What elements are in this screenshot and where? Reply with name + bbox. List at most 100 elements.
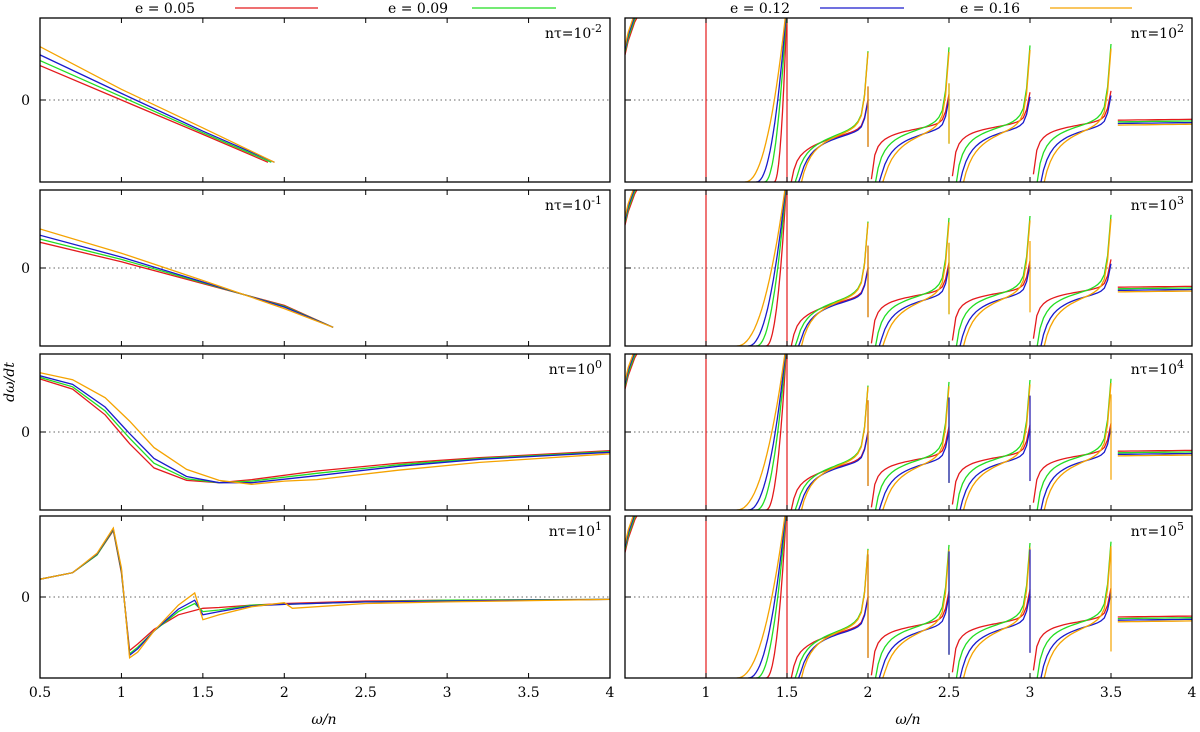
x-tick-label: 2 xyxy=(280,685,289,701)
annotation-exponent: 5 xyxy=(1177,520,1184,533)
series-line xyxy=(40,241,334,328)
series-line xyxy=(625,18,638,56)
series-line xyxy=(40,375,610,484)
series-line xyxy=(40,372,610,485)
panel: 0 nτ=10-2 xyxy=(21,17,611,183)
x-tick-label: 1 xyxy=(702,685,711,701)
series-line xyxy=(870,262,950,344)
series-line xyxy=(1117,288,1192,291)
annotation-base: nτ=10 xyxy=(549,524,595,540)
series-line xyxy=(878,595,950,678)
series-line xyxy=(870,94,950,180)
series-line xyxy=(765,354,787,510)
series-line xyxy=(40,54,275,163)
series-line xyxy=(748,354,787,510)
series-line xyxy=(1117,615,1192,618)
y-tick-label: 0 xyxy=(21,93,30,109)
panel-annotation: nτ=105 xyxy=(1131,520,1184,540)
series-line xyxy=(1117,452,1192,455)
series-line xyxy=(1036,378,1112,510)
series-line xyxy=(955,542,1031,678)
panel: nτ=102 xyxy=(624,17,1193,183)
series-line xyxy=(1117,451,1192,454)
series-line xyxy=(959,593,1031,678)
series-line xyxy=(744,18,786,182)
series-line xyxy=(878,266,950,346)
series-line xyxy=(736,516,786,678)
panel-curves xyxy=(625,516,1192,678)
series-line xyxy=(1032,90,1112,175)
series-line xyxy=(962,220,1031,346)
x-axis-label-right: ω/n xyxy=(895,712,920,728)
series-line xyxy=(1043,546,1112,678)
x-axis-label-left: ω/n xyxy=(311,712,336,728)
series-line xyxy=(625,354,634,382)
series-line xyxy=(40,526,610,659)
series-line xyxy=(625,18,634,47)
series-line xyxy=(962,547,1031,678)
series-line xyxy=(882,386,950,510)
series-line xyxy=(882,51,950,182)
series-line xyxy=(736,354,786,510)
series-line xyxy=(1117,618,1192,621)
series-line xyxy=(756,18,787,182)
series-line xyxy=(1036,43,1112,182)
series-line xyxy=(955,215,1031,346)
series-line xyxy=(1117,617,1192,620)
panel-annotation: nτ=104 xyxy=(1131,358,1184,378)
series-line xyxy=(748,516,787,678)
panel: 0nτ=100 xyxy=(21,353,611,511)
series-line xyxy=(40,228,334,328)
series-line xyxy=(878,98,950,182)
legend: e = 0.05 e = 0.09 e = 0.12 e = 0.16 xyxy=(135,1,1132,17)
series-line xyxy=(1032,423,1112,503)
series-line xyxy=(1117,454,1192,457)
series-line xyxy=(40,378,610,484)
series-line xyxy=(40,376,610,484)
series-line xyxy=(959,428,1031,510)
panel-curves xyxy=(40,228,334,328)
panel: 0 nτ=10-1 xyxy=(21,189,611,347)
series-line xyxy=(625,516,638,553)
series-line xyxy=(756,190,787,346)
annotation-base: nτ=10 xyxy=(545,198,591,214)
series-line xyxy=(40,234,334,328)
series-line xyxy=(756,516,787,678)
series-line xyxy=(874,544,950,678)
legend-label: e = 0.05 xyxy=(135,1,195,17)
panel: nτ=103 xyxy=(624,189,1193,347)
series-line xyxy=(40,60,272,163)
series-line xyxy=(764,18,787,182)
panel-annotation: nτ=10-2 xyxy=(545,22,602,42)
annotation-exponent: -2 xyxy=(591,22,602,35)
annotation-base: nτ=10 xyxy=(1131,362,1177,378)
series-line xyxy=(748,190,787,346)
series-line xyxy=(625,516,634,545)
series-line xyxy=(1040,263,1112,346)
legend-entry: e = 0.05 xyxy=(135,1,318,17)
panel-annotation: nτ=102 xyxy=(1131,22,1184,42)
series-line xyxy=(797,597,869,678)
series-line xyxy=(40,528,610,652)
series-line xyxy=(794,385,869,510)
series-line xyxy=(1117,290,1192,293)
series-line xyxy=(878,430,950,510)
y-tick-label: 0 xyxy=(21,261,30,277)
axes: dω/dt ω/n ω/n xyxy=(2,362,921,728)
x-tick-label: 4 xyxy=(606,685,615,701)
annotation-base: nτ=10 xyxy=(1131,198,1177,214)
series-line xyxy=(1036,214,1112,346)
series-line xyxy=(951,92,1031,177)
annotation-exponent: -1 xyxy=(591,194,602,207)
series-line xyxy=(870,591,950,676)
panel-curves xyxy=(40,526,610,659)
panel-annotation: nτ=101 xyxy=(549,520,602,540)
panel-curves xyxy=(625,190,1192,346)
annotation-exponent: 0 xyxy=(595,358,602,371)
x-tick-label: 3 xyxy=(443,685,452,701)
annotation-base: nτ=10 xyxy=(549,362,595,378)
series-line xyxy=(800,386,869,510)
series-line xyxy=(756,354,787,510)
